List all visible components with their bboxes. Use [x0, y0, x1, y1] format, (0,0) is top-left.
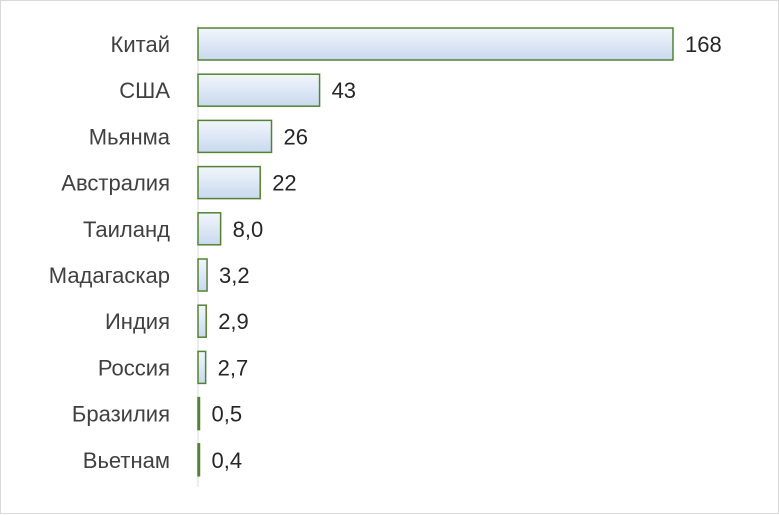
- data-label: 0,4: [212, 448, 243, 473]
- bar: [197, 119, 273, 154]
- data-label: 2,7: [218, 355, 249, 380]
- bar: [197, 350, 207, 385]
- bar: [197, 396, 201, 431]
- category-label: Индия: [105, 309, 170, 334]
- bar: [197, 73, 321, 107]
- data-label: 26: [284, 124, 308, 149]
- category-label: Россия: [98, 355, 170, 380]
- category-label: Китай: [111, 32, 170, 57]
- bar: [197, 443, 201, 477]
- category-label: Вьетнам: [83, 448, 170, 473]
- category-label: Мадагаскар: [49, 263, 170, 288]
- bar: [197, 165, 261, 200]
- data-label: 168: [685, 32, 722, 57]
- data-label: 22: [272, 171, 296, 196]
- data-label: 8,0: [233, 217, 264, 242]
- bar: [197, 27, 674, 61]
- bar-group: Китай 168 США 43 Мьянма 26 Австралия 22 Таиланд 8…: [49, 27, 722, 477]
- bar: [197, 304, 207, 338]
- data-label: 2,9: [218, 309, 249, 334]
- bar: [197, 258, 208, 292]
- category-label: США: [119, 78, 170, 103]
- data-label: 0,5: [212, 402, 243, 427]
- category-label: Бразилия: [72, 402, 170, 427]
- category-label: Таиланд: [83, 217, 170, 242]
- category-label: Австралия: [61, 171, 170, 196]
- category-label: Мьянма: [89, 124, 171, 149]
- bar: [197, 212, 222, 246]
- data-label: 3,2: [219, 263, 250, 288]
- data-label: 43: [332, 78, 356, 103]
